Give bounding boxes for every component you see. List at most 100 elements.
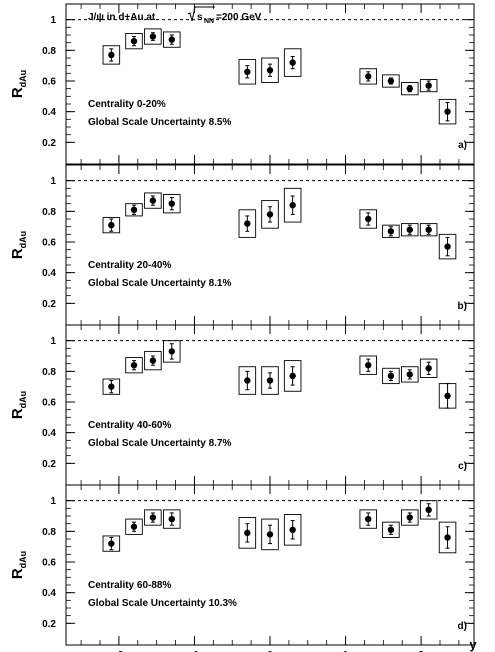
y-tick-label: 0.8	[42, 46, 56, 57]
data-point	[387, 372, 395, 380]
data-point	[387, 526, 395, 533]
data-point	[365, 215, 372, 223]
data-point	[168, 515, 175, 523]
y-tick-label: 0.4	[42, 588, 56, 599]
data-point	[425, 226, 432, 233]
sys-box	[283, 514, 302, 546]
sys-box	[261, 200, 279, 229]
sys-box	[163, 340, 181, 363]
sys-box	[382, 224, 400, 238]
scale-uncertainty-label: Global Scale Uncertainty 8.5%	[88, 117, 231, 128]
y-axis-label-main: R	[9, 568, 26, 579]
data-point	[444, 243, 451, 250]
y-tick-label: 0.8	[42, 367, 56, 378]
sys-box	[401, 509, 419, 526]
y-tick-label: 0.4	[42, 268, 56, 279]
sys-box	[382, 74, 400, 88]
scale-uncertainty-label: Global Scale Uncertainty 8.1%	[88, 278, 231, 289]
panel-frame	[65, 164, 475, 326]
data-point	[289, 372, 296, 380]
panels: 0.2 0.4 0.6 0.8 1 RdAu Centrality 0-20% Global …	[9, 3, 477, 652]
sys-box	[238, 59, 257, 85]
data-point	[266, 377, 274, 384]
sys-box	[238, 517, 257, 549]
y-axis-label-sub: dAu	[18, 70, 28, 88]
data-point	[149, 357, 157, 364]
data-point	[406, 514, 413, 521]
sqrt-sign	[187, 6, 215, 22]
sys-box	[401, 223, 419, 237]
y-tick-label: 0.6	[42, 77, 56, 88]
x-tick-label: 1	[343, 650, 349, 652]
title-sqrt-s: s	[197, 12, 203, 23]
figure-title: J/ψ in d+Au at s NN =200 GeV	[88, 6, 262, 25]
sys-box	[359, 68, 377, 85]
data-point	[244, 220, 251, 227]
sys-box	[163, 194, 181, 214]
data-point	[444, 392, 451, 400]
panel-label: a)	[458, 140, 467, 151]
sys-box	[144, 509, 162, 526]
sys-box	[283, 360, 302, 392]
sys-box	[382, 521, 400, 538]
x-tick-label: -1	[190, 650, 199, 652]
y-axis-label-main: R	[9, 87, 26, 98]
panel-frame	[65, 324, 475, 486]
sys-box	[238, 209, 257, 238]
title-prefix: J/ψ in d+Au at	[88, 12, 156, 23]
panel-frame	[65, 3, 475, 165]
sys-box	[144, 350, 162, 371]
data-point	[168, 200, 175, 207]
sys-box	[125, 518, 143, 535]
y-tick-label: 0.8	[42, 527, 56, 538]
y-tick-label: 0.2	[42, 619, 56, 630]
sys-box	[419, 500, 438, 520]
sys-box	[419, 223, 438, 237]
data-point	[130, 37, 138, 45]
sys-box	[125, 33, 143, 50]
panel-label: c)	[458, 461, 467, 472]
data-point	[406, 226, 413, 233]
x-tick-label: 0	[267, 650, 273, 652]
sys-box	[283, 187, 302, 223]
data-point	[365, 362, 372, 369]
data-point	[266, 531, 274, 538]
panel-label: b)	[458, 301, 467, 312]
panel-frame	[65, 484, 475, 646]
centrality-label: Centrality 40-60%	[88, 420, 171, 431]
data-point	[149, 514, 157, 521]
sys-box	[261, 366, 279, 395]
sys-box	[102, 45, 121, 65]
y-tick-label: 0.4	[42, 428, 56, 439]
data-point	[266, 211, 274, 218]
data-point	[387, 228, 395, 235]
data-point	[365, 515, 372, 523]
y-tick-label: 1	[50, 176, 56, 187]
data-point	[289, 202, 296, 209]
panel-3: 0.2 0.4 0.6 0.8 1 -2 -1 0 1 2 RdAu Centrality 60-88…	[9, 484, 475, 652]
sys-box	[438, 98, 457, 125]
data-point	[168, 36, 175, 43]
sys-box	[261, 57, 279, 83]
sys-box	[102, 378, 121, 395]
data-point	[244, 377, 251, 384]
sys-box	[359, 209, 377, 229]
x-axis-label: y	[469, 637, 477, 652]
data-point	[406, 371, 413, 378]
panel-0: 0.2 0.4 0.6 0.8 1 RdAu Centrality 0-20% Global …	[9, 3, 475, 165]
data-point	[387, 77, 395, 85]
sys-box	[144, 28, 162, 45]
centrality-label: Centrality 60-88%	[88, 580, 171, 591]
y-tick-label: 1	[50, 336, 56, 347]
sys-box	[401, 366, 419, 383]
data-point	[244, 68, 251, 76]
y-axis-label-sub: dAu	[18, 231, 28, 249]
sys-box	[102, 217, 121, 234]
sys-box	[125, 357, 143, 374]
sys-box	[419, 358, 438, 378]
data-point	[444, 108, 451, 115]
sys-box	[419, 79, 438, 93]
panel-1: 0.2 0.4 0.6 0.8 1 RdAu Centrality 20-40% Global…	[9, 164, 475, 326]
panel-2: 0.2 0.4 0.6 0.8 1 RdAu Centrality 40-60% Global…	[9, 324, 475, 486]
scale-uncertainty-label: Global Scale Uncertainty 8.7%	[88, 438, 231, 449]
